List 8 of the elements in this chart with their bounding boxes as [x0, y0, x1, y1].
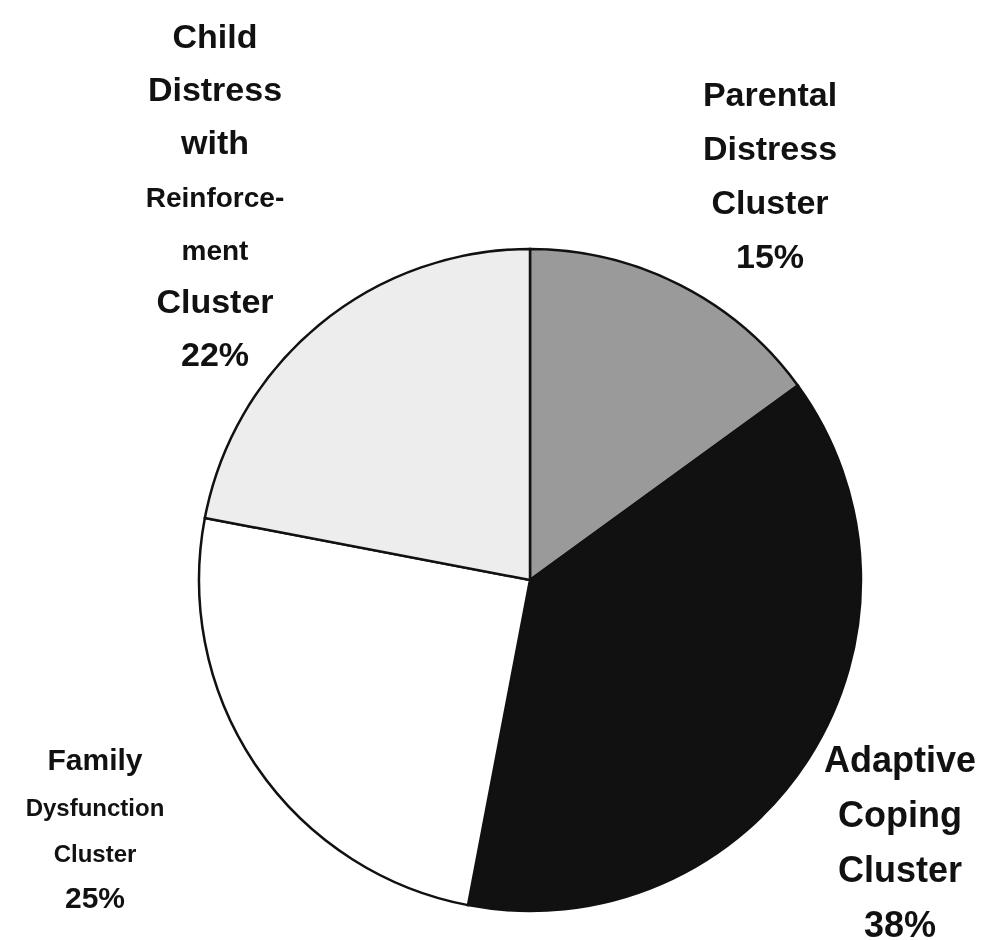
slice-label: Child Distress with Reinforce- ment Cluster: [145, 17, 285, 320]
slice-label: Adaptive Coping Cluster: [823, 739, 977, 890]
data-label: 22%: [180, 335, 250, 373]
data-label: 25%: [64, 881, 126, 914]
slice-label: Family Dysfunction Cluster: [25, 743, 165, 867]
slice-label: Parental Distress Cluster: [702, 75, 838, 221]
data-label: 38%: [863, 904, 937, 940]
data-label: 15%: [735, 237, 805, 275]
